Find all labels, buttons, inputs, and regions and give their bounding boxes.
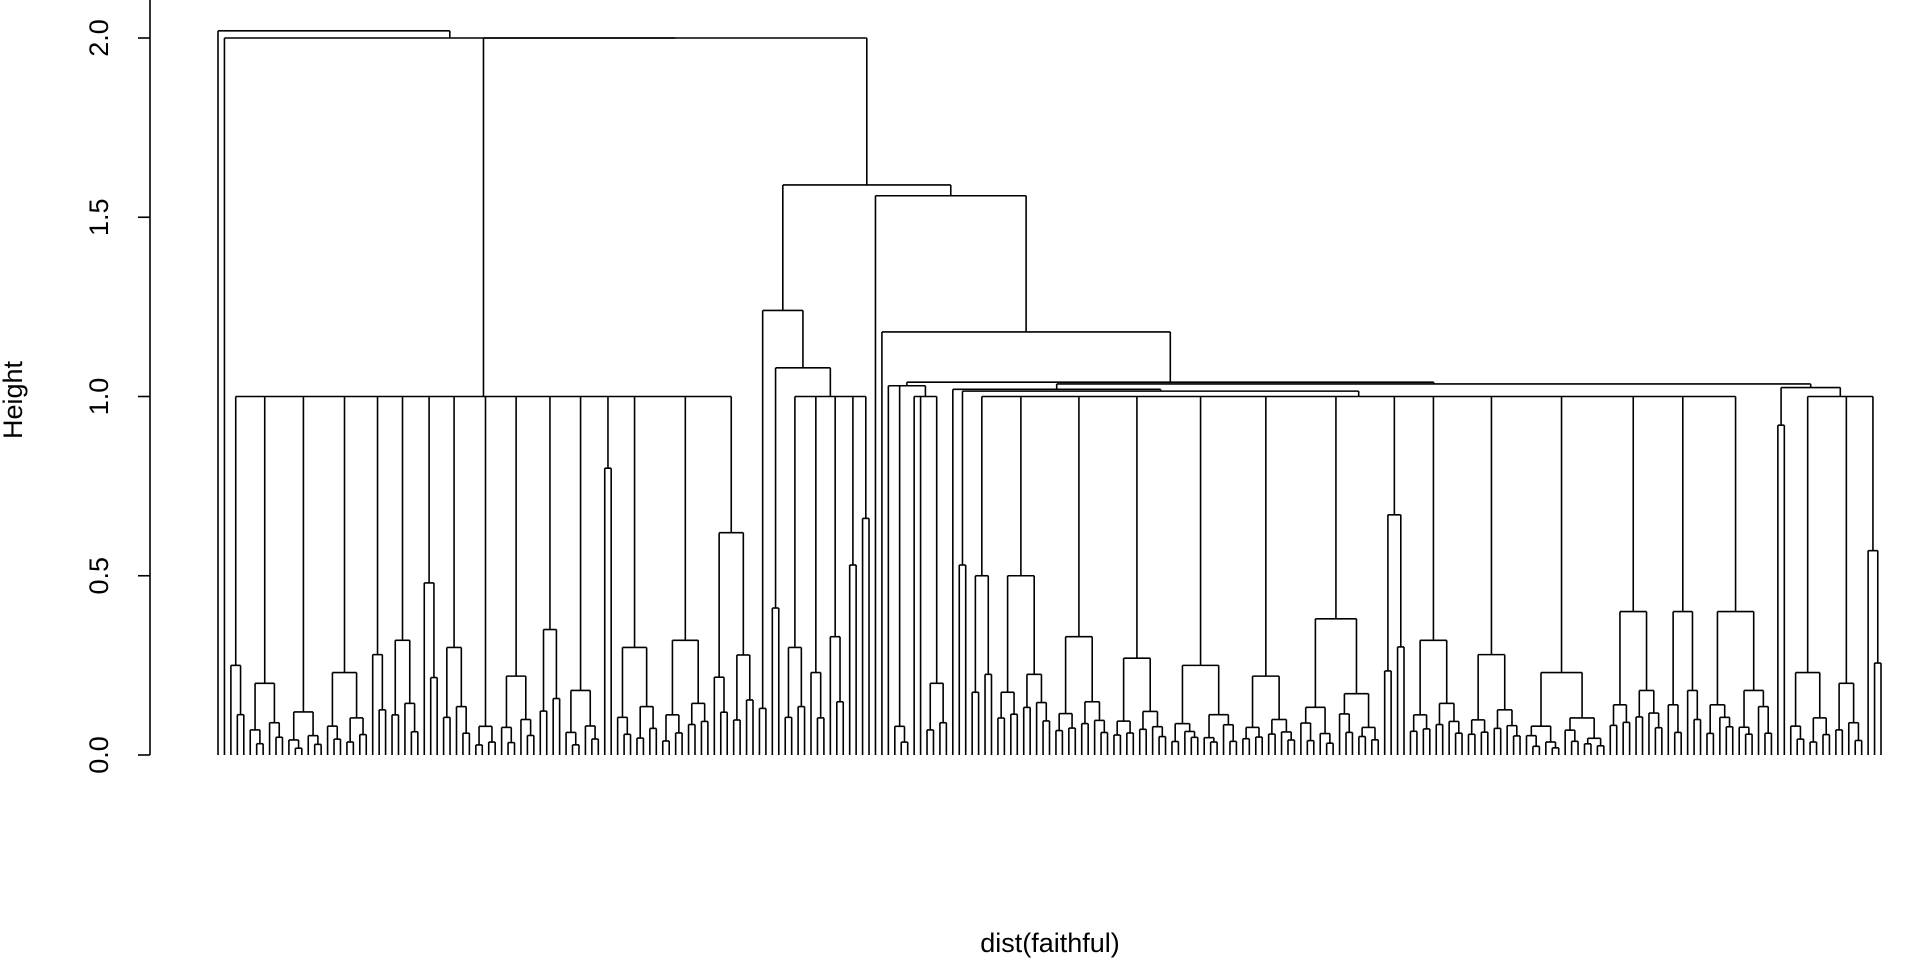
- y-tick-label: 1.5: [84, 198, 114, 236]
- y-tick-label: 0.5: [84, 557, 114, 595]
- y-axis-ticks: 0.0 0.5 1.0 1.5 2.0: [84, 19, 150, 774]
- y-axis-title: Height: [0, 360, 28, 439]
- x-axis-title: dist(faithful): [980, 928, 1120, 958]
- y-tick-label: 1.0: [84, 378, 114, 416]
- dendrogram-branches: [217, 30, 1882, 755]
- y-tick-label: 2.0: [84, 19, 114, 57]
- y-tick-label: 0.0: [84, 736, 114, 774]
